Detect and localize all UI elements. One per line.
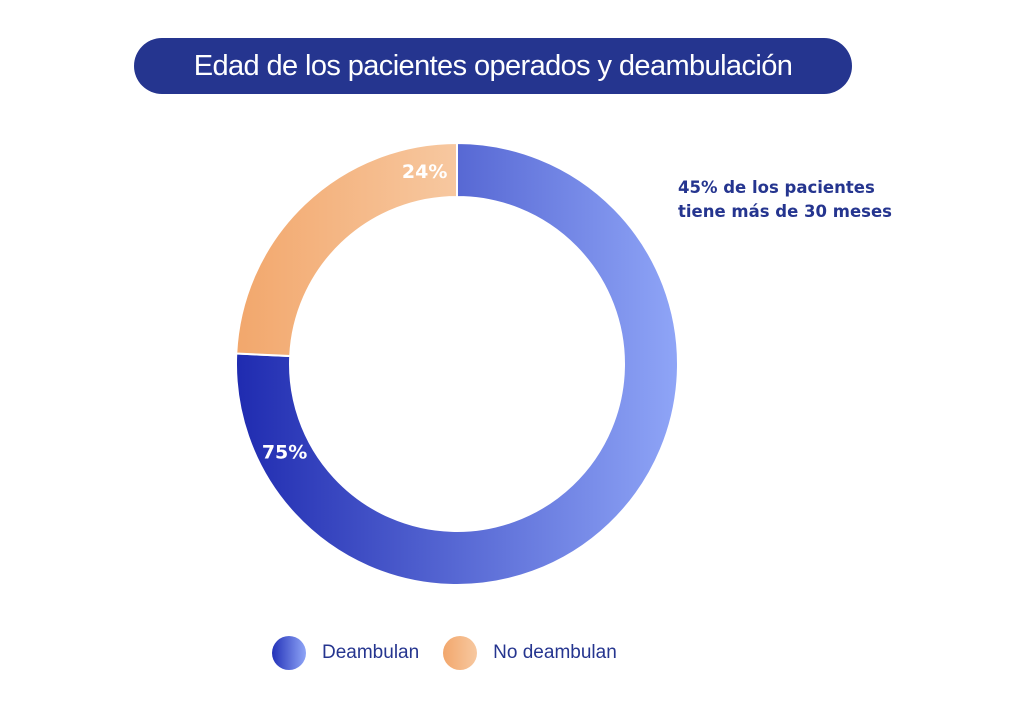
slice-no-deambulan bbox=[235, 141, 458, 358]
annotation-note: 45% de los pacientes tiene más de 30 mes… bbox=[678, 176, 938, 224]
legend-label-deambulan: Deambulan bbox=[322, 642, 420, 663]
annotation-line-1: 45% de los pacientes bbox=[678, 178, 875, 197]
chart-title-banner: Edad de los pacientes operados y deambul… bbox=[134, 38, 852, 94]
slice-deambulan bbox=[235, 141, 679, 586]
legend-swatch-deambulan bbox=[272, 636, 306, 670]
chart-title: Edad de los pacientes operados y deambul… bbox=[193, 49, 793, 82]
slice-label-no-deambulan: 24% bbox=[402, 161, 447, 183]
chart-legend: Deambulan No deambulan bbox=[272, 636, 641, 670]
legend-swatch-no-deambulan bbox=[443, 636, 478, 670]
slice-label-deambulan: 75% bbox=[262, 441, 307, 463]
legend-label-no-deambulan: No deambulan bbox=[493, 642, 617, 663]
legend-item-no-deambulan: No deambulan bbox=[443, 636, 617, 670]
legend-item-deambulan: Deambulan bbox=[272, 636, 419, 670]
annotation-line-2: tiene más de 30 meses bbox=[678, 202, 892, 221]
